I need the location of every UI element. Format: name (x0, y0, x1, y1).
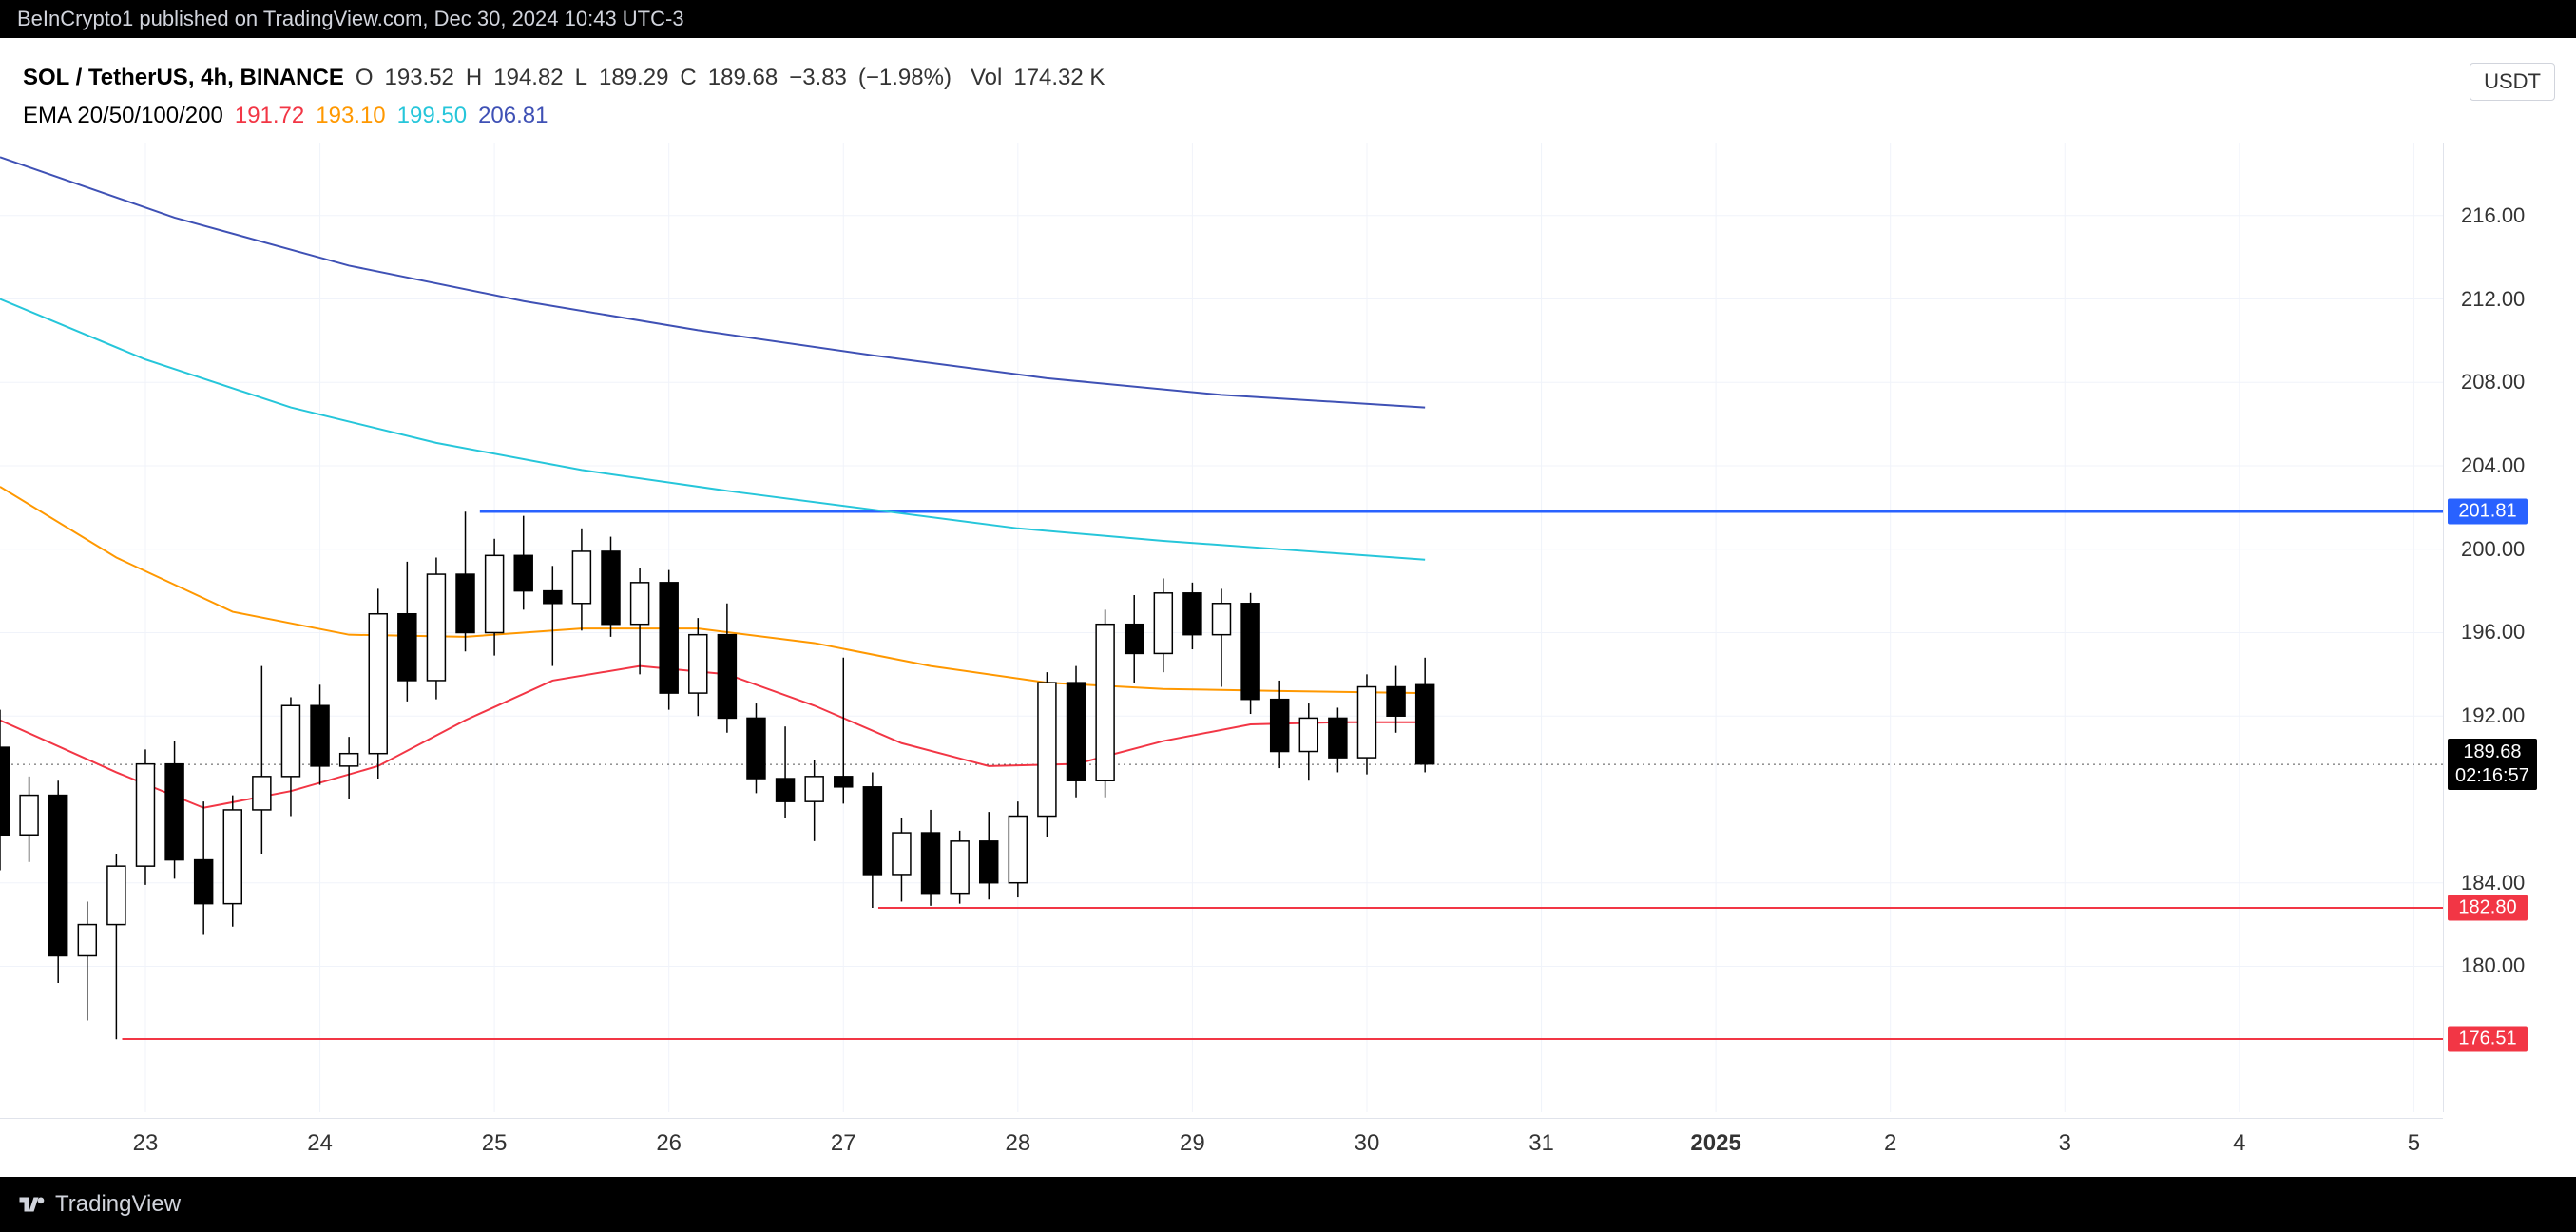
publish-header: BeInCrypto1 published on TradingView.com… (0, 0, 2576, 38)
ohlc-l: 189.29 (599, 65, 668, 91)
ohlc-h-label: H (466, 65, 482, 91)
price-tag: 189.6802:16:57 (2448, 739, 2537, 790)
x-tick: 26 (656, 1130, 682, 1157)
x-tick: 4 (2233, 1130, 2245, 1157)
x-tick: 28 (1005, 1130, 1030, 1157)
ema-20-value: 191.72 (235, 103, 304, 129)
ema-100-value: 199.50 (397, 103, 467, 129)
price-tag: 182.80 (2448, 895, 2528, 921)
y-tick: 204.00 (2461, 453, 2525, 478)
x-tick: 2 (1884, 1130, 1896, 1157)
tradingview-logo-icon (17, 1190, 46, 1219)
x-tick: 2025 (1690, 1130, 1740, 1157)
ema-50-value: 193.10 (316, 103, 385, 129)
time-axis[interactable]: 23242526272829303120252345 (0, 1118, 2443, 1177)
vol-label: Vol (971, 65, 1002, 91)
publish-text: BeInCrypto1 published on TradingView.com… (17, 7, 684, 31)
ohlc-c: 189.68 (708, 65, 778, 91)
footer-brand: TradingView (55, 1191, 181, 1218)
symbol-info: SOL / TetherUS, 4h, BINANCE O 193.52 H 194… (23, 65, 1105, 91)
x-tick: 5 (2408, 1130, 2420, 1157)
x-tick: 25 (482, 1130, 508, 1157)
price-tag: 201.81 (2448, 499, 2528, 525)
symbol-name: SOL / TetherUS, 4h, BINANCE (23, 65, 344, 91)
ohlc-o-label: O (356, 65, 374, 91)
price-axis-unit[interactable]: USDT (2470, 63, 2555, 101)
x-tick: 3 (2059, 1130, 2071, 1157)
y-tick: 212.00 (2461, 287, 2525, 312)
change: −3.83 (789, 65, 847, 91)
y-tick: 216.00 (2461, 203, 2525, 228)
ohlc-h: 194.82 (493, 65, 563, 91)
ema-legend: EMA 20/50/100/200 191.72 193.10 199.50 2… (23, 103, 548, 129)
ohlc-o: 193.52 (385, 65, 454, 91)
x-tick: 24 (307, 1130, 333, 1157)
x-tick: 31 (1528, 1130, 1554, 1157)
y-tick: 196.00 (2461, 620, 2525, 645)
chart-container: SOL / TetherUS, 4h, BINANCE O 193.52 H 194… (0, 38, 2576, 1232)
change-pct: (−1.98%) (858, 65, 952, 91)
y-tick: 192.00 (2461, 703, 2525, 728)
y-tick: 200.00 (2461, 537, 2525, 562)
chart-plot[interactable] (0, 143, 2443, 1112)
ohlc-c-label: C (680, 65, 696, 91)
y-tick: 208.00 (2461, 370, 2525, 395)
y-tick: 184.00 (2461, 871, 2525, 895)
ema-200-value: 206.81 (478, 103, 548, 129)
price-tag: 176.51 (2448, 1027, 2528, 1052)
x-tick: 30 (1355, 1130, 1380, 1157)
price-axis[interactable]: 216.00 212.00 208.00 204.00 200.00 196.00 192.… (2443, 143, 2576, 1112)
footer: TradingView (0, 1177, 2576, 1232)
y-tick: 180.00 (2461, 953, 2525, 978)
x-tick: 27 (831, 1130, 856, 1157)
vol-value: 174.32 K (1013, 65, 1105, 91)
ohlc-l-label: L (575, 65, 587, 91)
x-tick: 23 (133, 1130, 159, 1157)
ema-label: EMA 20/50/100/200 (23, 103, 223, 129)
x-tick: 29 (1180, 1130, 1205, 1157)
